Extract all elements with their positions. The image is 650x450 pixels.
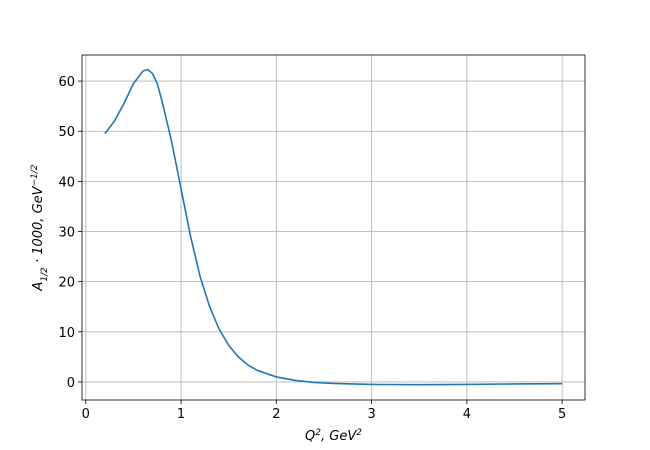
ylabel-label: A1/2 · 1000, GeV−1/2 (30, 164, 50, 291)
label-part: A (31, 282, 46, 292)
data-line (104, 68, 563, 386)
x-tick-label: 4 (463, 407, 471, 422)
label-part: 2 (356, 428, 362, 438)
x-tick-label: 1 (177, 407, 185, 422)
x-tick-label: 0 (82, 407, 90, 422)
label-part: , GeV (321, 429, 357, 444)
y-tick-label: 30 (58, 226, 75, 241)
plot-frame (81, 54, 586, 401)
y-tick-label: 10 (58, 326, 75, 341)
y-tick-label: 50 (58, 125, 75, 140)
label-part: 2 (315, 428, 321, 438)
label-part: 1/2 (40, 267, 50, 282)
label-part: · 1000, GeV (31, 185, 46, 267)
y-tick-label: 0 (67, 376, 75, 391)
y-tick-label: 40 (58, 175, 75, 190)
x-tick-label: 5 (558, 407, 566, 422)
label-part: −1/2 (30, 164, 40, 186)
x-tick-label: 2 (272, 407, 280, 422)
y-tick-label: 60 (58, 75, 75, 90)
y-tick-label: 20 (58, 276, 75, 291)
label-part: Q (305, 429, 315, 444)
xlabel-label: Q2, GeV2 (305, 428, 362, 444)
x-tick-label: 3 (367, 407, 375, 422)
